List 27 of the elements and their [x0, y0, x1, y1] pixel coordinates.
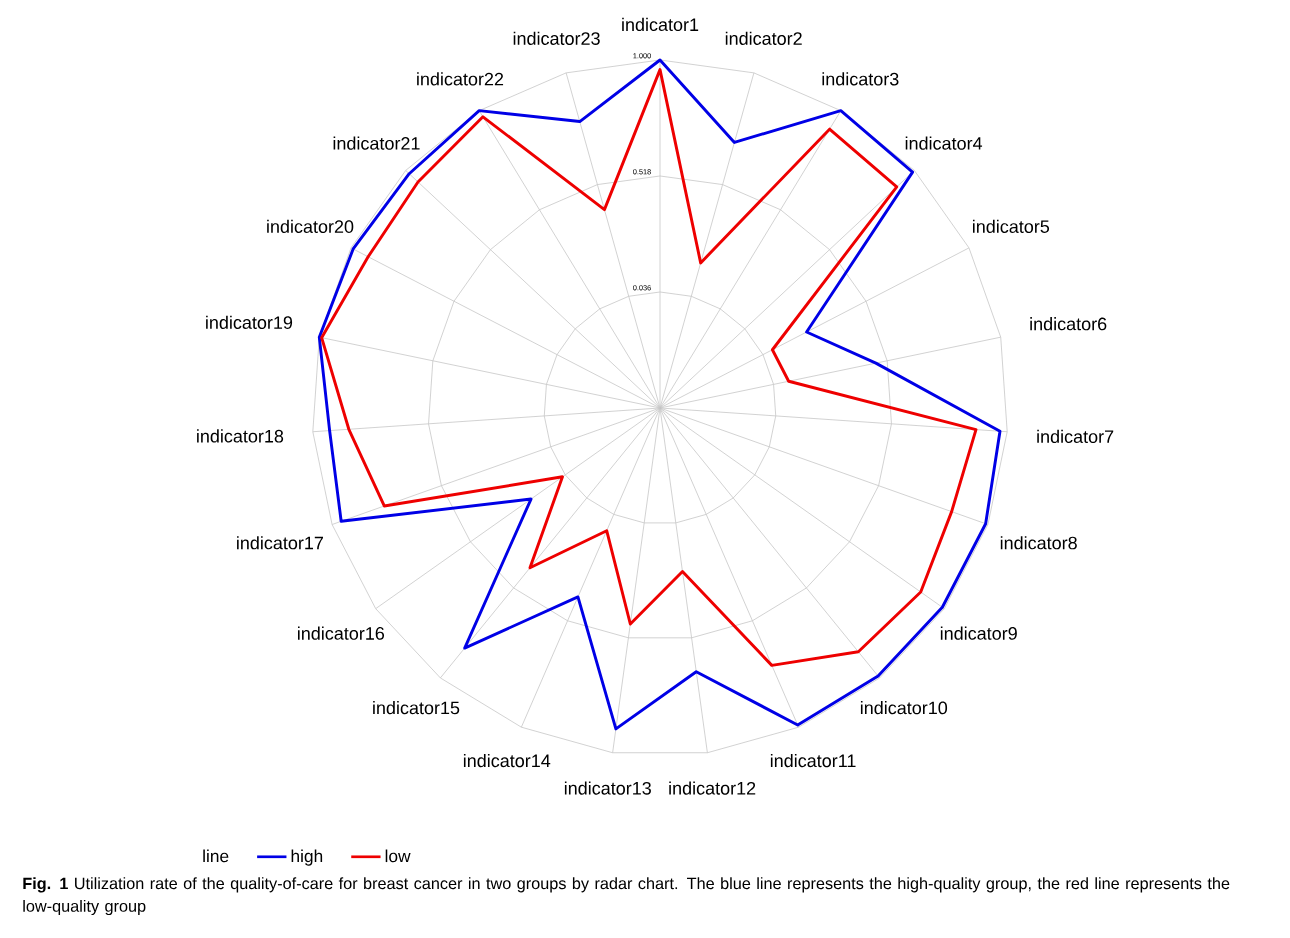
spoke-label: indicator2: [725, 31, 802, 45]
text: Fig. 1 Utilization rate of the quality-of-care for breast cancer in two groups by radar chart. The blue line represents the high-quality group, the red line represents the low-quality group: [23, 877, 1230, 916]
spoke-label: indicator4: [905, 136, 983, 150]
legend-label: low: [385, 849, 411, 863]
spoke-label: indicator15: [373, 701, 460, 715]
spoke-label: indicator8: [1000, 536, 1077, 550]
spoke-label: indicator17: [237, 536, 323, 550]
spoke-label: indicator19: [206, 315, 293, 329]
spoke-label: indicator23: [513, 31, 600, 45]
spoke-label: indicator5: [972, 219, 1050, 233]
spoke-label: indicator18: [197, 429, 284, 443]
spoke-label: indicator21: [333, 136, 420, 150]
spoke-label: indicator22: [417, 72, 504, 86]
spoke-label: indicator12: [669, 781, 756, 795]
spoke-label: indicator13: [564, 781, 651, 795]
legend-label: high: [291, 849, 323, 866]
spoke-label: indicator20: [267, 219, 354, 233]
spoke-label: indicator11: [770, 753, 856, 768]
spoke-label: indicator10: [860, 701, 948, 715]
spoke-label: indicator6: [1030, 317, 1107, 331]
legend-title: line: [203, 849, 229, 863]
spoke-label: indicator16: [298, 626, 385, 640]
spoke-label: indicator14: [463, 753, 551, 768]
spoke-label: indicator9: [940, 626, 1017, 640]
spoke-label: indicator3: [822, 72, 899, 86]
spoke-label: indicator1: [622, 17, 699, 32]
spoke-label: indicator7: [1037, 429, 1114, 444]
